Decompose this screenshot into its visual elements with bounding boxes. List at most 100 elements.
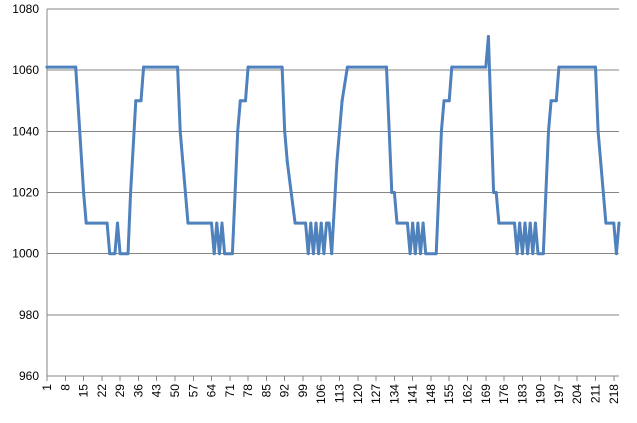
data-point [531, 252, 535, 256]
x-tick-label: 176 [497, 384, 511, 404]
data-point [390, 191, 394, 194]
data-point [311, 252, 315, 256]
data-point [411, 221, 415, 225]
x-tick-label: 50 [168, 384, 182, 398]
data-point [395, 221, 399, 225]
data-point [520, 252, 524, 256]
x-tick-label: 113 [333, 384, 347, 403]
data-point [176, 65, 180, 69]
series-points-0 [45, 35, 621, 256]
data-point [601, 191, 605, 194]
data-point [327, 221, 331, 225]
data-point [421, 221, 425, 225]
x-tick-label: 36 [131, 384, 145, 398]
data-point [285, 160, 289, 164]
data-point [497, 221, 501, 225]
data-point [528, 221, 532, 225]
x-tick-label: 134 [387, 384, 401, 404]
data-point [74, 65, 78, 69]
x-tick-label: 8 [58, 384, 72, 391]
series-layer [45, 35, 621, 256]
data-point [82, 191, 86, 194]
data-point [84, 221, 88, 225]
x-tick-label: 190 [534, 384, 548, 404]
data-point [45, 65, 49, 69]
data-point [118, 252, 122, 256]
x-tick-label: 169 [479, 384, 493, 404]
data-point [593, 65, 597, 69]
x-tick-label: 57 [186, 384, 200, 398]
data-point [105, 221, 109, 225]
x-tick-label: 162 [461, 384, 475, 404]
x-tick-label: 78 [241, 384, 255, 398]
data-point [447, 99, 451, 103]
data-point [223, 252, 227, 256]
data-point [557, 65, 561, 69]
data-point [244, 99, 248, 103]
data-point [614, 252, 618, 256]
data-point [541, 252, 545, 256]
y-tick-label: 1020 [12, 186, 39, 200]
x-tick-label: 211 [588, 384, 602, 403]
data-point [526, 252, 530, 256]
data-point [293, 221, 297, 225]
data-point [283, 129, 287, 133]
x-tick-label: 43 [150, 384, 164, 398]
x-tick-label: 71 [223, 384, 237, 398]
x-tick-label: 204 [570, 384, 584, 404]
data-point [617, 221, 621, 225]
data-point [340, 99, 344, 103]
x-tick-label: 127 [369, 384, 383, 404]
data-point [317, 252, 321, 256]
data-point [113, 252, 117, 256]
x-tick-label: 141 [406, 384, 420, 404]
x-axis-tick-labels: 1 8 15 22 29 36 43 50 57 64 71 78 85 92 99 106 113 120 127… [40, 384, 621, 404]
data-point [408, 252, 412, 256]
data-point [215, 221, 219, 225]
data-point [513, 221, 517, 225]
x-tick-label: 22 [95, 384, 109, 398]
data-point [554, 99, 558, 103]
x-tick-label: 92 [278, 384, 292, 398]
data-point [309, 221, 313, 225]
x-tick-label: 155 [442, 384, 456, 404]
x-tick-label: 183 [515, 384, 529, 404]
data-point [533, 221, 537, 225]
data-point [596, 129, 600, 133]
data-point [306, 252, 310, 256]
data-point [210, 221, 214, 225]
data-point [236, 129, 240, 133]
data-point [405, 221, 409, 225]
y-axis-tick-labels: 960 980 1000 1020 1040 1060 1080 [12, 2, 39, 383]
x-tick-label: 64 [205, 384, 219, 398]
data-point [492, 191, 496, 194]
x-tick-label: 99 [296, 384, 310, 398]
data-point [314, 221, 318, 225]
data-point [424, 252, 428, 256]
x-tick-label: 106 [314, 384, 328, 404]
data-point [280, 65, 284, 69]
data-point [319, 221, 323, 225]
axes [46, 9, 619, 381]
data-point [126, 252, 130, 256]
x-tick-label: 15 [77, 384, 91, 398]
series-line-0 [45, 35, 621, 256]
x-tick-label: 120 [351, 384, 365, 404]
data-point [413, 252, 417, 256]
data-point [134, 99, 138, 103]
y-tick-label: 1080 [12, 2, 39, 16]
data-point [178, 129, 182, 133]
data-point [434, 252, 438, 256]
data-point [230, 252, 234, 256]
x-tick-label: 148 [424, 384, 438, 404]
data-point [439, 129, 443, 133]
y-tick-label: 1000 [12, 247, 39, 261]
y-tick-label: 980 [19, 308, 39, 322]
data-point [217, 252, 221, 256]
x-tick-label: 218 [607, 384, 621, 404]
x-tick-label: 197 [552, 384, 566, 404]
data-point [322, 252, 326, 256]
data-point [108, 252, 112, 256]
